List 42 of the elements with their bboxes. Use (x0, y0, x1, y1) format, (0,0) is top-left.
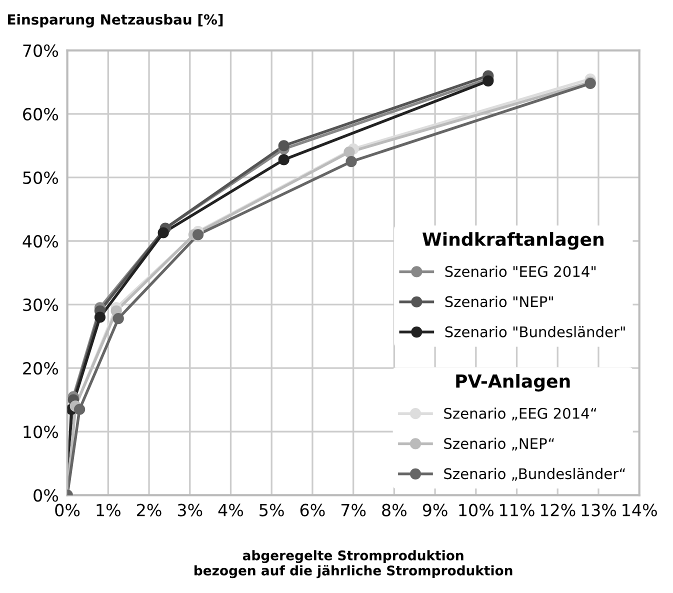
y-tick-label: 50% (23, 171, 58, 184)
legend-label: Szenario „Bundesländer“ (444, 468, 625, 481)
legend-label: Szenario "NEP" (445, 296, 553, 308)
y-tick-label: 70% (23, 44, 58, 57)
x-tick-label: 1% (96, 504, 120, 516)
x-tick-label: 0% (55, 504, 80, 516)
legend-label: Szenario "Bundesländer" (445, 326, 625, 338)
x-tick-label: 11% (500, 504, 534, 516)
x-tick-label: 6% (300, 504, 325, 516)
point (94, 312, 106, 323)
point (74, 404, 86, 415)
point (192, 229, 204, 240)
x-tick-label: 4% (218, 504, 244, 516)
x-tick-label: 13% (582, 504, 616, 516)
y-tick-label: 10% (24, 426, 58, 438)
x-tick-label: 7% (341, 504, 366, 516)
text: PV-Anlagen (456, 374, 570, 392)
x-tick-label: 10% (459, 504, 494, 516)
x-tick-label: 9% (422, 504, 448, 516)
point (158, 227, 169, 238)
point (112, 312, 124, 324)
y-tick-label: 0% (34, 489, 58, 502)
y-tick-label: 30% (23, 298, 58, 312)
text: Windkraftanlagen (422, 232, 604, 250)
y-tick-label: 40% (22, 234, 58, 248)
x-axis-title: abgeregelte Stromproduktion bezogen auf die jährliche Stromproduktion (194, 550, 512, 578)
chart-title: Einsparung Netzausbau [%] (8, 14, 223, 28)
legend-label: Szenario "EEG 2014" (445, 266, 596, 278)
point (346, 156, 357, 168)
x-tick-label: 14% (622, 504, 657, 516)
x-tick-label: 3% (178, 504, 202, 516)
x-tick-label: 8% (382, 504, 406, 516)
legend-label: Szenario „EEG 2014“ (444, 408, 596, 420)
point (344, 146, 355, 158)
x-tick-label: 2% (137, 504, 162, 516)
point (278, 154, 290, 166)
legend-label: Szenario „NEP“ (444, 438, 554, 451)
y-tick-label: 20% (23, 362, 58, 375)
x-tick-label: 12% (540, 504, 576, 516)
x-tick-label: 5% (260, 504, 284, 516)
point (278, 140, 290, 152)
y-tick-label: 60% (23, 108, 58, 121)
